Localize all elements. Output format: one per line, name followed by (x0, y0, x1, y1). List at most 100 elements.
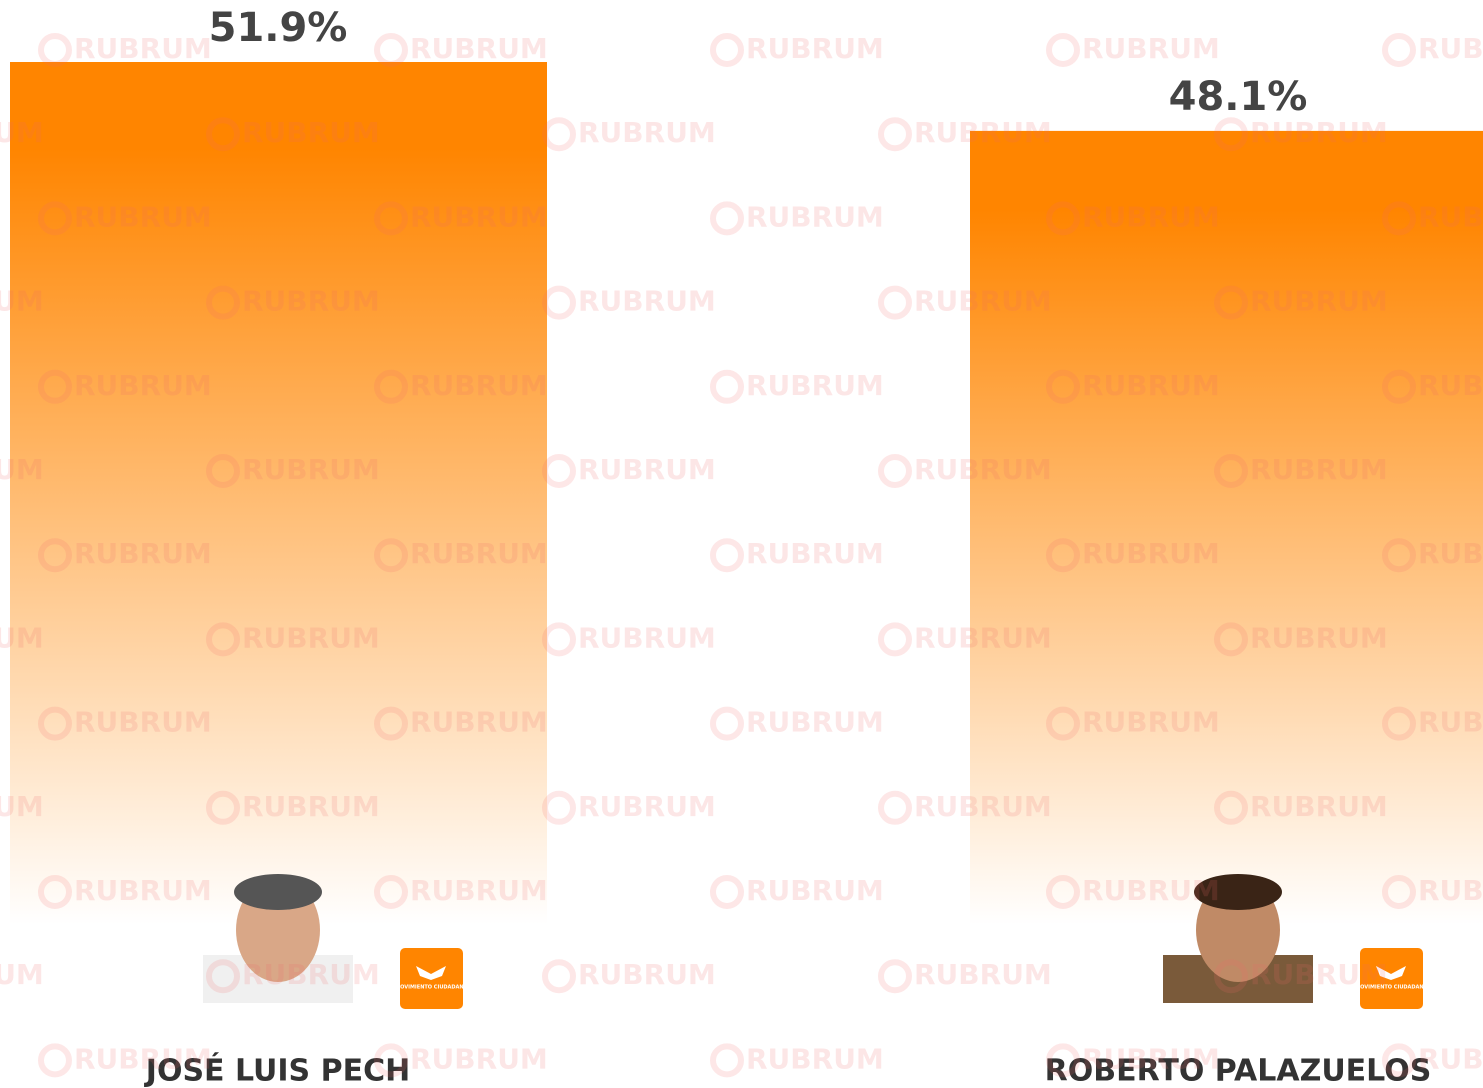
watermark: RUBRUM (1214, 453, 1388, 488)
watermark: RUBRUM (1382, 874, 1483, 909)
watermark-icon (710, 33, 744, 67)
watermark-text: RUBRUM (1250, 958, 1388, 991)
watermark: RUBRUM (38, 32, 212, 67)
photo-hair (234, 874, 322, 910)
watermark-icon (374, 706, 408, 741)
watermark-icon (710, 538, 744, 573)
watermark: RUBRUM (1046, 32, 1220, 67)
watermark-text: RUBRUM (1082, 1042, 1220, 1075)
watermark-text: RUBRUM (410, 537, 548, 570)
watermark-text: RUBRUM (0, 790, 44, 823)
watermark: RUBRUM (206, 621, 380, 657)
watermark-icon (542, 285, 576, 320)
watermark: RUBRUM (1046, 369, 1220, 404)
watermark-icon (1382, 1043, 1416, 1078)
watermark-icon (38, 1043, 72, 1078)
watermark-icon (374, 369, 408, 404)
candidate-photo (1163, 874, 1313, 1003)
watermark: RUBRUM (374, 369, 548, 404)
watermark: RUBRUM (206, 790, 380, 825)
watermark: RUBRUM (878, 453, 1052, 488)
watermark-icon (1382, 369, 1416, 404)
watermark-text: RUBRUM (74, 1042, 212, 1075)
watermark: RUBRUM (1046, 537, 1220, 573)
watermark-text: RUBRUM (242, 790, 380, 823)
watermark: RUBRUM (1046, 200, 1220, 236)
watermark-text: RUBRUM (914, 621, 1052, 654)
watermark-text: RUBRUM (1250, 621, 1388, 654)
watermark: RUBRUM (1382, 369, 1483, 404)
watermark-icon (1382, 201, 1416, 236)
watermark: RUBRUM (1214, 790, 1388, 825)
watermark-text: RUBRUM (578, 285, 716, 318)
watermark-text: RUBRUM (1418, 874, 1483, 907)
watermark-text: RUBRUM (914, 958, 1052, 991)
watermark: RUBRUM (374, 200, 548, 236)
watermark-icon (206, 959, 240, 994)
bar (970, 130, 1483, 925)
watermark-text: RUBRUM (242, 285, 380, 318)
watermark: RUBRUM (710, 706, 884, 741)
watermark: RUBRUM (1214, 621, 1388, 657)
watermark-icon (1214, 622, 1248, 657)
watermark-text: RUBRUM (410, 1042, 548, 1075)
watermark-icon (710, 1043, 744, 1078)
watermark-icon (710, 369, 744, 404)
watermark: RUBRUM (0, 116, 44, 149)
watermark: RUBRUM (38, 537, 212, 573)
watermark-icon (878, 622, 912, 657)
watermark: RUBRUM (38, 706, 212, 741)
watermark: RUBRUM (1046, 1042, 1220, 1078)
watermark-icon (38, 875, 72, 909)
watermark: RUBRUM (0, 621, 44, 654)
watermark-text: RUBRUM (410, 874, 548, 907)
watermark: RUBRUM (542, 116, 716, 152)
watermark-icon (1214, 117, 1248, 152)
watermark-icon (1046, 538, 1080, 573)
watermark-icon (878, 117, 912, 152)
watermark: RUBRUM (1214, 958, 1388, 994)
watermark-icon (878, 285, 912, 320)
watermark: RUBRUM (0, 453, 44, 486)
watermark-icon (710, 875, 744, 909)
watermark-icon (1046, 875, 1080, 909)
watermark-text: RUBRUM (1082, 200, 1220, 233)
watermark-text: RUBRUM (74, 200, 212, 233)
watermark-icon (38, 538, 72, 573)
watermark-icon (542, 959, 576, 994)
watermark: RUBRUM (542, 958, 716, 994)
watermark-text: RUBRUM (1082, 369, 1220, 402)
watermark-text: RUBRUM (746, 874, 884, 907)
watermark-icon (878, 959, 912, 994)
watermark-text: RUBRUM (1418, 1042, 1483, 1075)
watermark: RUBRUM (878, 958, 1052, 994)
watermark: RUBRUM (710, 32, 884, 67)
watermark: RUBRUM (710, 200, 884, 236)
watermark-text: RUBRUM (1418, 369, 1483, 402)
watermark-text: RUBRUM (0, 621, 44, 654)
watermark: RUBRUM (710, 874, 884, 909)
watermark: RUBRUM (0, 958, 44, 991)
watermark: RUBRUM (206, 116, 380, 152)
watermark-text: RUBRUM (410, 706, 548, 739)
watermark: RUBRUM (542, 790, 716, 825)
party-logo-text: MOVIMIENTO CIUDADANO (395, 985, 468, 991)
watermark-icon (1382, 33, 1416, 67)
watermark: RUBRUM (1382, 32, 1483, 67)
watermark: RUBRUM (878, 116, 1052, 152)
watermark-text: RUBRUM (1418, 537, 1483, 570)
watermark-icon (1382, 706, 1416, 741)
watermark-text: RUBRUM (578, 116, 716, 149)
watermark-text: RUBRUM (1418, 32, 1483, 65)
watermark-text: RUBRUM (242, 621, 380, 654)
watermark-icon (206, 454, 240, 488)
watermark-icon (374, 33, 408, 67)
watermark-text: RUBRUM (1250, 285, 1388, 318)
value-label: 51.9% (209, 5, 348, 51)
watermark-icon (206, 285, 240, 320)
watermark-icon (1046, 1043, 1080, 1078)
watermark-icon (206, 622, 240, 657)
watermark-icon (542, 454, 576, 488)
watermark-text: RUBRUM (242, 116, 380, 149)
